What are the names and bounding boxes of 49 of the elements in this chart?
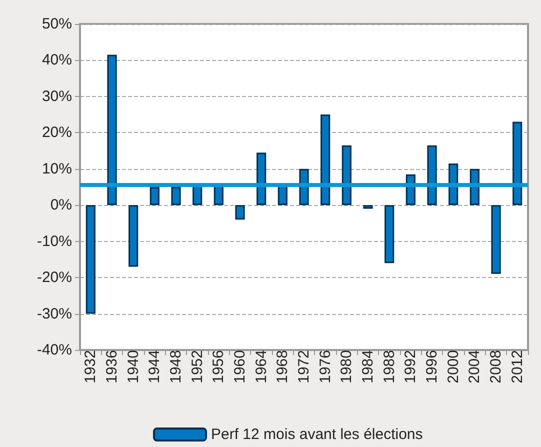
- x-tick-label: 1960: [232, 350, 248, 384]
- x-tick-label: 1936: [104, 350, 120, 384]
- y-tick-label: 40%: [42, 52, 72, 69]
- bar: [86, 205, 96, 314]
- y-tick-label: -20%: [36, 269, 72, 286]
- x-tick-label: 1992: [402, 350, 420, 384]
- bar: [192, 185, 202, 206]
- x-tick-label: 1980: [338, 350, 356, 384]
- x-tick-label: 1984: [360, 350, 376, 384]
- bar: [363, 205, 373, 209]
- bar: [320, 114, 330, 206]
- x-tick-label: 1948: [168, 350, 184, 384]
- bar: [384, 205, 394, 264]
- x-tick-label: 1940: [124, 350, 142, 384]
- y-tick-label: 30%: [42, 88, 72, 105]
- bar: [235, 205, 245, 220]
- y-tick-label: -10%: [36, 232, 72, 250]
- bar: [491, 205, 501, 274]
- bar: [342, 145, 352, 206]
- x-tick-label: 1968: [274, 350, 292, 384]
- x-tick-label: 1972: [296, 350, 312, 384]
- x-tick-label: 1988: [380, 350, 398, 384]
- x-tick-label: 1944: [146, 350, 164, 384]
- bar: [171, 187, 181, 206]
- x-tick-label: 1964: [252, 350, 270, 384]
- bar: [256, 152, 266, 206]
- bar: [107, 54, 117, 206]
- y-tick-label: -40%: [36, 342, 72, 358]
- x-tick-label: 2004: [466, 350, 484, 384]
- x-tick-label: 1932: [82, 350, 100, 384]
- bar: [448, 163, 458, 206]
- bar: [214, 185, 224, 206]
- y-tick-label: 0%: [50, 196, 72, 214]
- x-tick-label: 2012: [508, 350, 526, 384]
- x-tick-label: 1976: [316, 350, 334, 384]
- x-tick-label: 1952: [188, 350, 206, 384]
- x-tick-label: 2000: [444, 350, 462, 384]
- x-tick-label: 2008: [488, 350, 504, 384]
- bar: [427, 145, 437, 206]
- y-tick-label: 10%: [42, 160, 72, 178]
- bar: [150, 187, 160, 206]
- y-tick-label: -30%: [36, 305, 72, 322]
- y-tick-label: 20%: [42, 124, 72, 142]
- bar: [128, 205, 138, 267]
- y-tick-label: 50%: [42, 16, 72, 32]
- x-tick-label: 1996: [424, 350, 440, 384]
- bar: [512, 122, 522, 206]
- x-tick-label: 1956: [210, 350, 228, 384]
- legend-label: Perf 12 mois avant les élections: [211, 426, 423, 443]
